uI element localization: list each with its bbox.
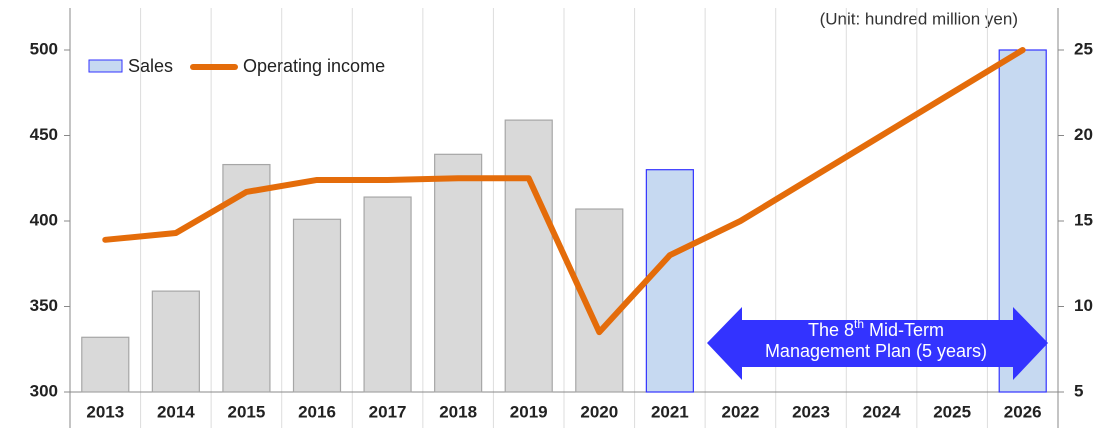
x-tick-label: 2016 bbox=[298, 402, 336, 421]
plan-label-part: The 8 bbox=[808, 320, 854, 340]
y2-tick-label: 10 bbox=[1074, 296, 1093, 315]
x-tick-label: 2025 bbox=[933, 402, 971, 421]
y-tick-label: 350 bbox=[30, 296, 58, 315]
y-tick-label: 300 bbox=[30, 381, 58, 400]
y2-tick-label: 20 bbox=[1074, 125, 1093, 144]
plan-label-sup: th bbox=[854, 317, 864, 331]
bar bbox=[434, 153, 483, 393]
bar bbox=[151, 290, 200, 393]
bar bbox=[363, 196, 412, 393]
x-tick-label: 2019 bbox=[510, 402, 548, 421]
x-tick-label: 2020 bbox=[580, 402, 618, 421]
x-tick-label: 2026 bbox=[1004, 402, 1042, 421]
x-tick-label: 2017 bbox=[369, 402, 407, 421]
x-tick-label: 2022 bbox=[722, 402, 760, 421]
bar bbox=[292, 218, 342, 393]
line bbox=[102, 47, 1026, 336]
legend-swatch bbox=[88, 59, 123, 73]
bar bbox=[504, 119, 553, 393]
x-tick-label: 2018 bbox=[439, 402, 477, 421]
x-tick-label: 2021 bbox=[651, 402, 689, 421]
x-tick-label: 2013 bbox=[86, 402, 124, 421]
x-tick-label: 2023 bbox=[792, 402, 830, 421]
y-tick-label: 500 bbox=[30, 39, 58, 58]
y2-tick-label: 15 bbox=[1074, 210, 1093, 229]
legend-label: Operating income bbox=[243, 56, 385, 76]
x-tick-label: 2024 bbox=[863, 402, 901, 421]
x-tick-label: 2014 bbox=[157, 402, 195, 421]
plan-arrow bbox=[707, 307, 1048, 380]
unit-note: (Unit: hundred million yen) bbox=[820, 9, 1018, 28]
bar bbox=[81, 336, 130, 393]
plan-label: Management Plan (5 years) bbox=[765, 341, 987, 361]
y-tick-label: 400 bbox=[30, 210, 58, 229]
x-tick-label: 2015 bbox=[228, 402, 266, 421]
plan-label-part: Mid-Term bbox=[864, 320, 944, 340]
y2-tick-label: 5 bbox=[1074, 381, 1083, 400]
plan-label: The 8th Mid-Term bbox=[808, 317, 944, 340]
y-tick-label: 450 bbox=[30, 125, 58, 144]
bar bbox=[645, 169, 694, 393]
y2-tick-label: 25 bbox=[1074, 39, 1093, 58]
legend-label: Sales bbox=[128, 56, 173, 76]
